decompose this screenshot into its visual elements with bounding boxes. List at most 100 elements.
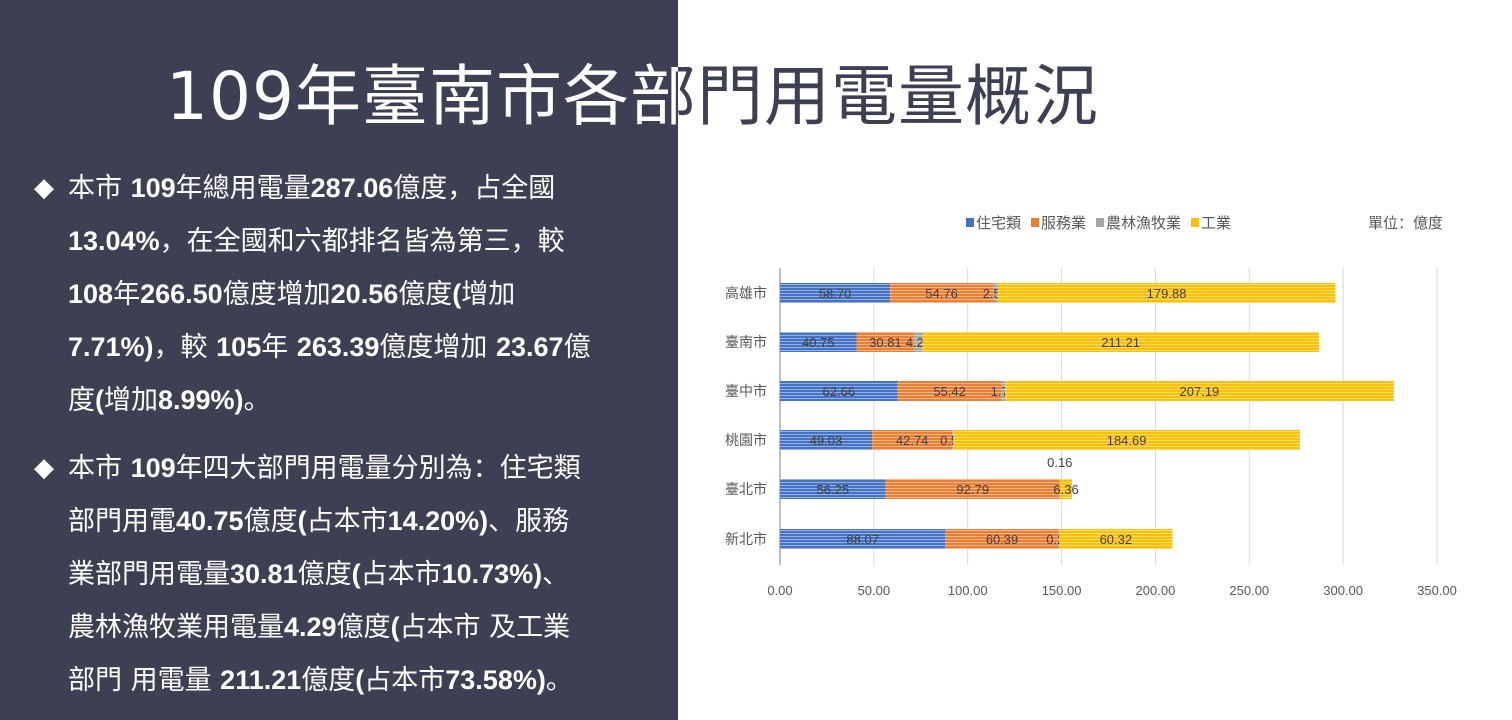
bar-segment — [945, 529, 1059, 549]
text-segment: 億度，占全國 — [393, 173, 556, 204]
bar-segment — [914, 332, 923, 352]
legend-item: 住宅類 — [966, 212, 1021, 233]
bar-segment — [953, 430, 1300, 450]
bar-segment — [890, 283, 993, 303]
bar-segment — [952, 430, 954, 450]
text-segment: 本市 — [68, 453, 131, 484]
x-tick-label: 250.00 — [1229, 583, 1269, 598]
text-segment: 年 — [113, 279, 141, 310]
text-segment: 占本市 及工業 — [399, 612, 571, 643]
bold-figure: 263.39 — [296, 332, 380, 362]
text-segment: 、服務 — [488, 506, 570, 537]
bar-segment — [780, 430, 873, 450]
bullet-list: ◆ 本市 109年總用電量287.06億度，占全國 13.04%，在全國和六都排名皆… — [34, 166, 674, 711]
unit-label: 單位：億度 — [1368, 214, 1444, 232]
x-tick-label: 50.00 — [858, 583, 891, 598]
text-segment: 億度增加 — [222, 279, 331, 310]
x-tick-label: 0.00 — [767, 583, 792, 598]
data-label: 56.25 — [817, 482, 850, 497]
bold-figure: ( — [355, 665, 365, 695]
data-label: 179.88 — [1147, 286, 1187, 301]
bar-segment — [885, 479, 1060, 499]
bar-segment — [780, 283, 891, 303]
text-segment: 、 — [542, 559, 570, 590]
bullet-gap — [34, 431, 674, 446]
legend-item: 工業 — [1191, 212, 1231, 233]
bold-figure: 105 — [216, 332, 262, 362]
bold-figure: 7.71%) — [68, 332, 154, 362]
text-segment: 占本市 — [364, 665, 446, 696]
text-segment: ，在全國和六都排名皆為第三，較 — [159, 226, 565, 257]
bullet-line: ◆ 本市 109年四大部門用電量分別為：住宅類 — [34, 446, 674, 499]
category-label: 桃園市 — [725, 432, 767, 449]
data-label: 60.39 — [986, 532, 1019, 547]
bar-segment — [872, 430, 953, 450]
data-label: 49.03 — [810, 433, 843, 448]
bold-figure: 8.99%) — [158, 385, 244, 415]
bar-segment — [780, 529, 946, 549]
left-panel — [0, 0, 678, 720]
data-label: 54.76 — [925, 286, 958, 301]
x-tick-label: 200.00 — [1136, 583, 1176, 598]
category-label: 臺南市 — [725, 334, 767, 351]
text-segment: 業部門用電量 — [68, 559, 230, 590]
bar-segment — [780, 381, 898, 401]
bold-figure: ( — [390, 612, 400, 642]
text-segment: 年總用電量 — [175, 173, 311, 204]
legend-item: 農林漁牧業 — [1096, 212, 1181, 233]
bullet-line: 部門 用電量 211.21億度(占本市73.58%)。 — [34, 658, 674, 711]
bar-segment — [1004, 381, 1394, 401]
legend-swatch — [1191, 218, 1200, 227]
data-label: 0.16 — [1047, 455, 1072, 470]
text-segment: 年 — [261, 332, 297, 363]
bold-figure: 40.75 — [176, 506, 244, 536]
data-label: 92.79 — [956, 482, 989, 497]
bold-figure: 108 — [68, 279, 114, 309]
bold-figure: 211.21 — [220, 665, 302, 695]
category-label: 臺中市 — [725, 383, 767, 400]
bold-figure: 13.04% — [68, 226, 160, 256]
legend-label: 服務業 — [1041, 214, 1087, 232]
text-segment: 。 — [243, 385, 271, 416]
text-segment: 億度 — [336, 612, 391, 643]
bold-figure: ( — [452, 279, 462, 309]
bar-segment — [1059, 479, 1061, 499]
text-segment: 億度 — [297, 559, 352, 590]
bullet-line: ◆ 本市 109年總用電量287.06億度，占全國 — [34, 166, 674, 219]
data-label: 30.81 — [869, 335, 902, 350]
bullet-line: 7.71%)，較 105年 263.39億度增加 23.67億 — [34, 325, 674, 378]
text-segment: 。 — [545, 665, 573, 696]
bold-figure: 10.73%) — [441, 559, 543, 589]
bullet-line: 度(增加8.99%)。 — [34, 378, 674, 431]
bold-figure: 109 — [130, 173, 176, 203]
text-segment: 本市 — [68, 173, 131, 204]
data-label: 40.75 — [802, 335, 835, 350]
bold-figure: 23.67 — [496, 332, 564, 362]
bold-figure: 4.29 — [284, 612, 337, 642]
bar-segment — [780, 479, 886, 499]
bullet-line: 農林漁牧業用電量4.29億度(占本市 及工業 — [34, 605, 674, 658]
data-label: 42.74 — [896, 433, 929, 448]
text-segment: 度 — [68, 385, 95, 416]
page-title: 109年臺南市各部門用電量概況 — [166, 52, 1099, 142]
text-segment: 增加 — [461, 279, 516, 310]
text-segment: 億 — [563, 332, 591, 363]
category-label: 臺北市 — [725, 481, 767, 498]
data-label: 88.07 — [846, 532, 879, 547]
text-segment: 占本市 — [360, 559, 442, 590]
data-label: 58.70 — [819, 286, 852, 301]
bar-segment — [780, 332, 857, 352]
text-segment: 億度 — [243, 506, 298, 537]
bar-segment — [1058, 529, 1060, 549]
text-segment: 部門用電 — [68, 506, 176, 537]
category-label: 新北市 — [725, 531, 767, 548]
text-segment: 增加 — [104, 385, 158, 416]
bold-figure: 109 — [130, 453, 176, 483]
diamond-bullet-icon: ◆ — [34, 173, 54, 203]
data-label: 211.21 — [1101, 335, 1140, 350]
data-label: 184.69 — [1107, 433, 1147, 448]
data-label: 6.36 — [1053, 482, 1078, 497]
data-label: 60.32 — [1100, 532, 1133, 547]
text-segment: 占本市 — [306, 506, 388, 537]
legend-label: 農林漁牧業 — [1106, 214, 1182, 232]
